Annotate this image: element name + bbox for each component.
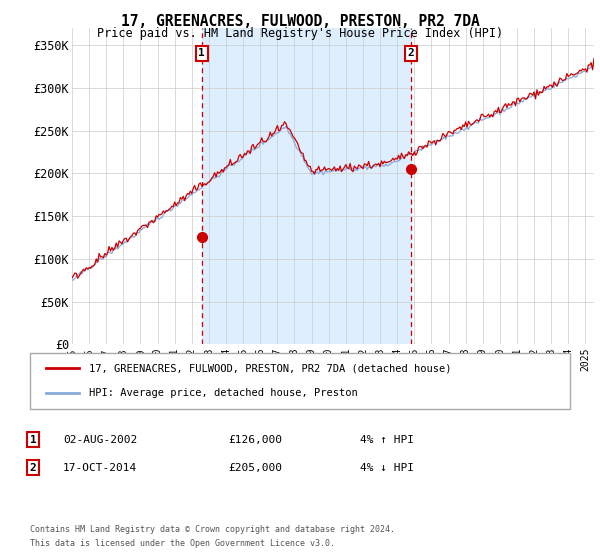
Text: This data is licensed under the Open Government Licence v3.0.: This data is licensed under the Open Gov… bbox=[30, 539, 335, 548]
Text: 1: 1 bbox=[29, 435, 37, 445]
Text: 2: 2 bbox=[29, 463, 37, 473]
Text: 02-AUG-2002: 02-AUG-2002 bbox=[63, 435, 137, 445]
Text: 2: 2 bbox=[407, 48, 414, 58]
Text: 17, GREENACRES, FULWOOD, PRESTON, PR2 7DA: 17, GREENACRES, FULWOOD, PRESTON, PR2 7D… bbox=[121, 14, 479, 29]
Text: HPI: Average price, detached house, Preston: HPI: Average price, detached house, Pres… bbox=[89, 388, 358, 398]
Text: Price paid vs. HM Land Registry's House Price Index (HPI): Price paid vs. HM Land Registry's House … bbox=[97, 27, 503, 40]
Text: 4% ↑ HPI: 4% ↑ HPI bbox=[360, 435, 414, 445]
Bar bbox=[202, 28, 411, 344]
Text: £126,000: £126,000 bbox=[228, 435, 282, 445]
Text: 17-OCT-2014: 17-OCT-2014 bbox=[63, 463, 137, 473]
Text: £205,000: £205,000 bbox=[228, 463, 282, 473]
Text: 4% ↓ HPI: 4% ↓ HPI bbox=[360, 463, 414, 473]
Text: 1: 1 bbox=[199, 48, 205, 58]
Text: 17, GREENACRES, FULWOOD, PRESTON, PR2 7DA (detached house): 17, GREENACRES, FULWOOD, PRESTON, PR2 7D… bbox=[89, 363, 452, 374]
FancyBboxPatch shape bbox=[30, 353, 570, 409]
Text: Contains HM Land Registry data © Crown copyright and database right 2024.: Contains HM Land Registry data © Crown c… bbox=[30, 525, 395, 534]
